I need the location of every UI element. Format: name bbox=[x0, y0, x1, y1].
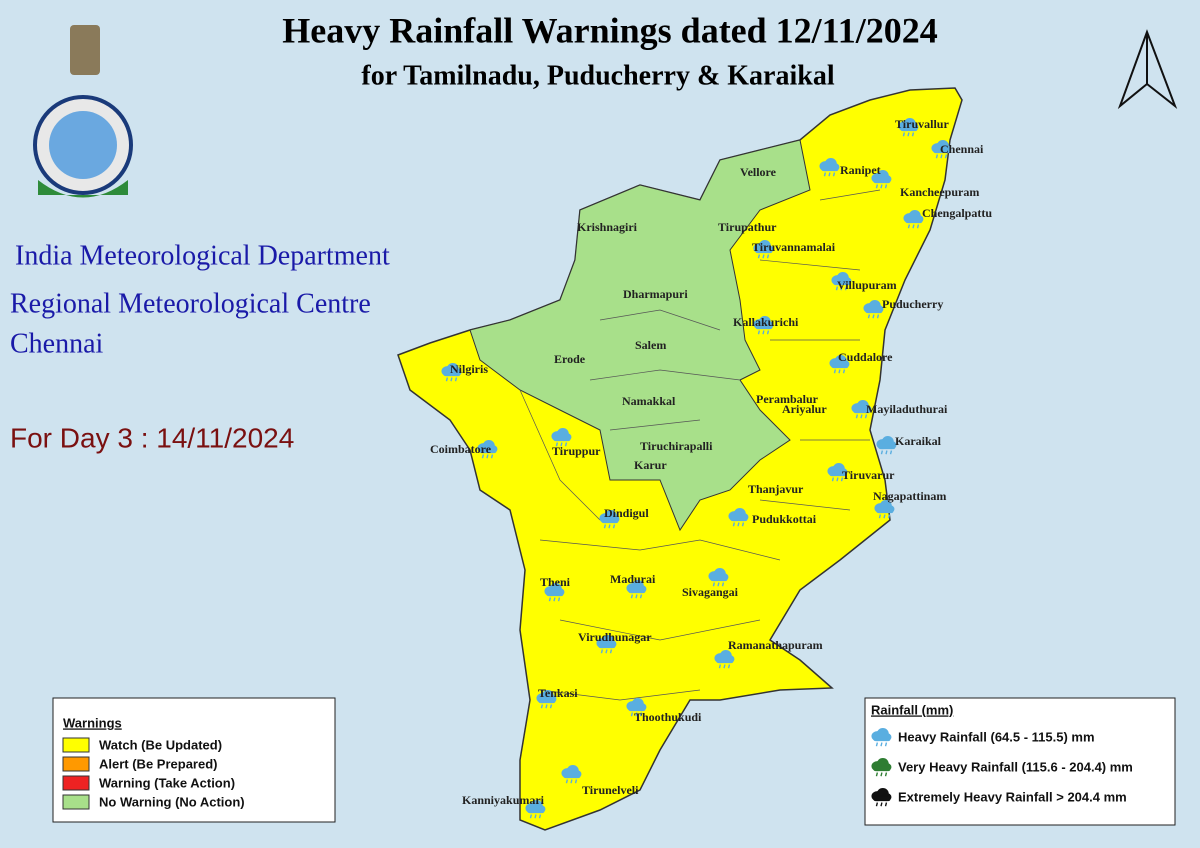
org-line: Chennai bbox=[10, 328, 104, 359]
legend-swatch bbox=[62, 737, 90, 753]
north-arrow bbox=[1117, 29, 1178, 110]
district-label: Perambalur bbox=[756, 392, 819, 406]
district-label: Namakkal bbox=[622, 394, 676, 408]
district-label: Virudhunagar bbox=[578, 630, 652, 644]
district-label: Tenkasi bbox=[538, 686, 578, 700]
district-label: Villupuram bbox=[837, 278, 897, 292]
legend-swatch bbox=[62, 794, 90, 810]
subtitle: for Tamilnadu, Puducherry & Karaikal bbox=[361, 60, 834, 91]
district-label: Tiruvallur bbox=[895, 117, 949, 131]
legend-swatch bbox=[62, 756, 90, 772]
rainfall-legend-box bbox=[864, 697, 1176, 826]
rainfall-legend: Heavy Rainfall (64.5 - 115.5) mm Very Hea… bbox=[871, 728, 1133, 807]
district-borders bbox=[519, 189, 881, 701]
district-label: Tiruppur bbox=[552, 444, 601, 458]
district-label: Tirunelveli bbox=[582, 783, 639, 797]
district-label: Mayiladuthurai bbox=[866, 402, 948, 416]
district-label: Theni bbox=[540, 575, 571, 589]
district-label: Kancheepuram bbox=[900, 185, 979, 199]
no-warning-region bbox=[469, 139, 811, 532]
forecast-day: For Day 3 : 14/11/2024 bbox=[10, 422, 294, 453]
district-label: Karur bbox=[634, 458, 667, 472]
district-label: Kallakurichi bbox=[733, 315, 799, 329]
district-label: Tiruchirapalli bbox=[640, 439, 713, 453]
legend-label: Alert (Be Prepared) bbox=[99, 756, 217, 771]
district-label: Salem bbox=[635, 338, 666, 352]
district-label: Pudukkottai bbox=[752, 512, 817, 526]
district-label: Karaikal bbox=[895, 434, 942, 448]
district-label: Ariyalur bbox=[782, 402, 827, 416]
district-label: Sivagangai bbox=[682, 585, 739, 599]
district-label: Puducherry bbox=[882, 297, 943, 311]
warnings-legend: Watch (Be Updated) Alert (Be Prepared) War… bbox=[62, 737, 245, 810]
imd-logo bbox=[33, 25, 133, 198]
district-label: Erode bbox=[554, 352, 586, 366]
district-label: Dharmapuri bbox=[623, 287, 688, 301]
district-label: Nilgiris bbox=[450, 362, 488, 376]
district-label: Chengalpattu bbox=[922, 206, 992, 220]
legend-label: Heavy Rainfall (64.5 - 115.5) mm bbox=[898, 729, 1095, 744]
org-line: India Meteorological Department bbox=[15, 240, 390, 271]
title: Heavy Rainfall Warnings dated 12/11/2024 bbox=[282, 10, 937, 50]
legend-swatch bbox=[62, 775, 90, 791]
org-line: Regional Meteorological Centre bbox=[10, 288, 371, 319]
district-label: Ramanathapuram bbox=[728, 638, 823, 652]
district-label: Chennai bbox=[940, 142, 984, 156]
legend-label: Watch (Be Updated) bbox=[99, 737, 222, 752]
district-label: Nagapattinam bbox=[873, 489, 946, 503]
district-label: Vellore bbox=[740, 165, 777, 179]
district-label: Thoothukudi bbox=[634, 710, 702, 724]
district-label: Kanniyakumari bbox=[462, 793, 545, 807]
district-label: Cuddalore bbox=[838, 350, 893, 364]
warnings-legend-box bbox=[52, 697, 336, 823]
legend-title: Warnings bbox=[63, 715, 122, 730]
district-label: Tiruvarur bbox=[842, 468, 895, 482]
district-label: Dindigul bbox=[604, 506, 649, 520]
district-label: Thanjavur bbox=[748, 482, 804, 496]
legend-label: Extremely Heavy Rainfall > 204.4 mm bbox=[898, 789, 1127, 804]
district-label: Madurai bbox=[610, 572, 656, 586]
legend-label: Warning (Take Action) bbox=[99, 775, 235, 790]
legend-label: Very Heavy Rainfall (115.6 - 204.4) mm bbox=[898, 759, 1133, 774]
legend-title: Rainfall (mm) bbox=[871, 702, 953, 717]
district-labels: Tiruvallur Chennai Vellore Ranipet Kanch… bbox=[430, 117, 992, 807]
district-label: Ranipet bbox=[840, 163, 881, 177]
legend-label: No Warning (No Action) bbox=[99, 794, 245, 809]
district-label: Krishnagiri bbox=[577, 220, 638, 234]
district-label: Coimbatore bbox=[430, 442, 492, 456]
district-label: Tirupathur bbox=[718, 220, 777, 234]
district-label: Tiruvannamalai bbox=[752, 240, 836, 254]
